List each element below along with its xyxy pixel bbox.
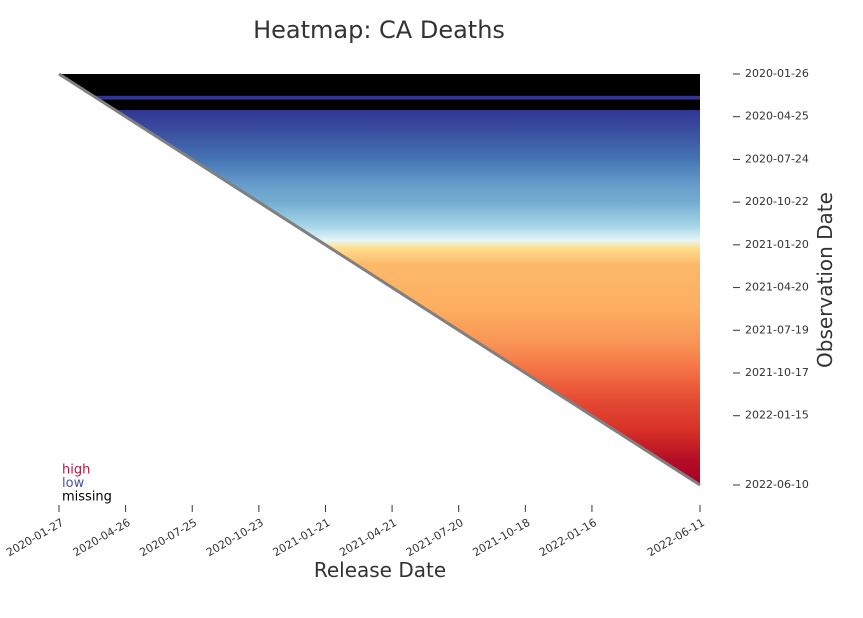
x-tick-label: 2020-07-25	[137, 516, 199, 559]
x-tick-label: 2022-01-16	[537, 516, 599, 559]
x-tick-label: 2022-06-11	[645, 516, 707, 559]
heat-band	[59, 400, 700, 432]
legend-label: low	[62, 476, 85, 491]
y-axis-label: Observation Date	[813, 192, 837, 368]
legend-label: missing	[62, 490, 112, 505]
heat-band	[59, 74, 700, 97]
legend-label: high	[62, 463, 90, 478]
x-axis-label: Release Date	[314, 558, 446, 582]
heat-band	[59, 430, 700, 460]
heat-band	[59, 372, 700, 402]
heat-band	[59, 159, 700, 188]
heat-band	[59, 263, 700, 309]
heat-band	[59, 458, 700, 485]
heat-band	[59, 343, 700, 374]
y-tick-label: 2020-07-24	[745, 152, 809, 165]
heat-band	[59, 202, 700, 229]
chart-title: Heatmap: CA Deaths	[253, 16, 505, 44]
y-tick-label: 2020-04-25	[745, 110, 809, 123]
heat-band	[59, 227, 700, 241]
x-tick-label: 2021-01-21	[271, 516, 333, 559]
y-tick-label: 2021-04-20	[745, 281, 809, 294]
heat-band	[59, 110, 700, 132]
heat-band	[59, 95, 700, 101]
x-tick-label: 2021-04-21	[337, 516, 399, 559]
heat-band	[59, 307, 700, 344]
x-tick-label: 2021-07-20	[404, 516, 466, 559]
y-tick-label: 2022-01-15	[745, 409, 809, 422]
y-tick-label: 2020-10-22	[745, 195, 809, 208]
x-tick-label: 2020-01-27	[4, 516, 66, 559]
heat-band	[59, 186, 700, 203]
diagonal	[58, 72, 701, 487]
y-tick-label: 2021-10-17	[745, 366, 809, 379]
x-tick-label: 2021-10-18	[470, 516, 532, 559]
heat-band	[59, 240, 700, 248]
y-tick-label: 2020-01-26	[745, 67, 809, 80]
y-tick-label: 2022-06-10	[745, 478, 809, 491]
x-tick-label: 2020-04-26	[71, 516, 133, 559]
y-tick-label: 2021-01-20	[745, 238, 809, 251]
heat-band	[59, 247, 700, 265]
heat-band	[59, 99, 700, 111]
y-tick-label: 2021-07-19	[745, 323, 809, 336]
x-tick-label: 2020-10-23	[204, 516, 266, 559]
